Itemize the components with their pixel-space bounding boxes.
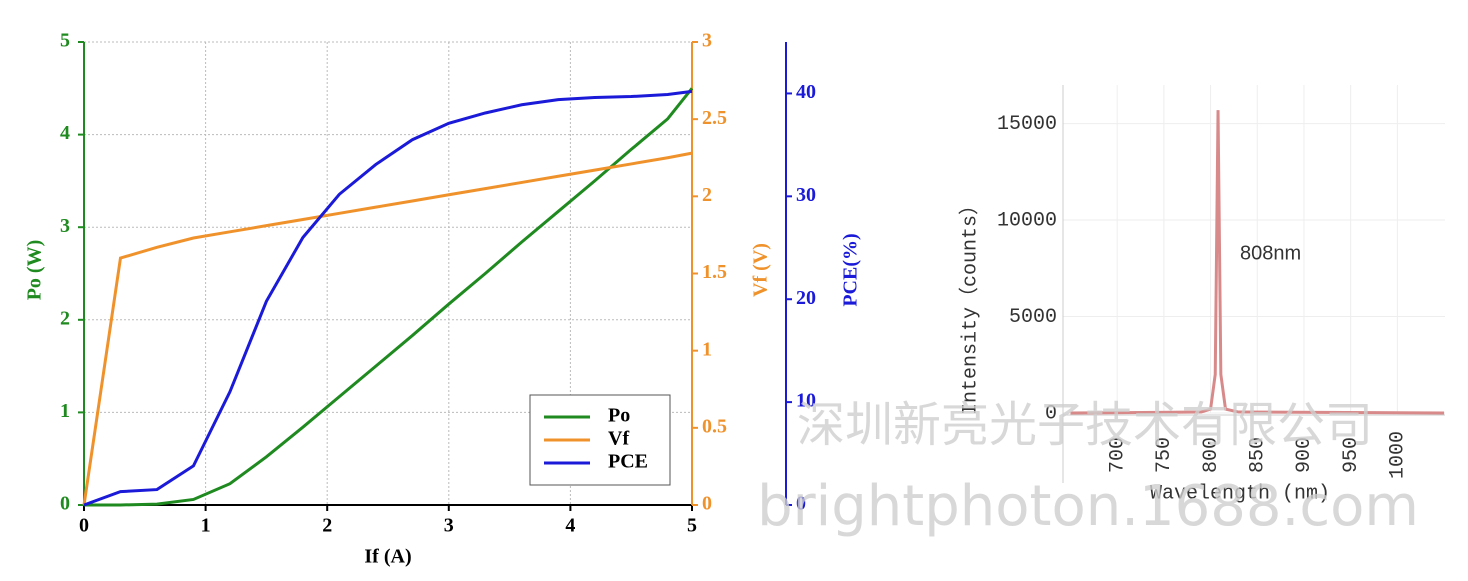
series-line — [82, 151, 693, 506]
x-tick-label: 850 — [1247, 437, 1270, 473]
y3-axis-label: PCE(%) — [840, 233, 862, 306]
x-tick-label: 1000 — [1387, 431, 1410, 479]
x-tick-label: 750 — [1153, 437, 1176, 473]
y-tick-label: 0 — [60, 493, 70, 515]
x-axis-label: If (A) — [364, 546, 411, 568]
y-tick-label: 10000 — [997, 209, 1057, 232]
y-tick-label: 2 — [60, 307, 70, 329]
y-axis-label: Intensity（counts） — [957, 195, 982, 415]
x-tick-label: 800 — [1200, 437, 1223, 473]
plot-frame — [83, 41, 693, 506]
watermark-company: 深圳新亮光子技术有限公司 — [797, 397, 1373, 453]
x-tick-label: 2 — [322, 515, 332, 537]
x-tick-label: 1 — [201, 515, 211, 537]
y3-tick-label: 10 — [796, 390, 816, 412]
y-axis-label: Po (W) — [24, 240, 46, 301]
annotation: 808nm — [1240, 242, 1301, 264]
y-tick-label: 5 — [60, 30, 70, 52]
legend-label: Vf — [608, 428, 629, 450]
legend-label: Po — [608, 405, 630, 427]
y-tick-label: 4 — [60, 122, 70, 144]
series-line — [83, 89, 693, 507]
y3-tick-label: 30 — [796, 184, 816, 206]
y2-tick-label: 1.5 — [702, 261, 727, 283]
y-tick-label: 0 — [1045, 402, 1057, 425]
chart-spectrum: 0 5000 10000 15000 700 750 800 850 900 950 1000 Wav… — [957, 85, 1445, 505]
series-line — [84, 87, 694, 507]
y2-tick-label: 2.5 — [702, 107, 727, 129]
y2-tick-label: 2 — [702, 184, 712, 206]
y-tick-label: 3 — [60, 215, 70, 237]
y2-tick-label: 3 — [702, 30, 712, 52]
y-tick-label: 1 — [60, 400, 70, 422]
y2-tick-label: 0 — [702, 493, 712, 515]
series-line — [1070, 110, 1445, 415]
y2-tick-label: 1 — [702, 338, 712, 360]
y3-tick-label: 0 — [796, 493, 806, 515]
y3-tick-label: 20 — [796, 287, 816, 309]
x-tick-label: 950 — [1340, 437, 1363, 473]
x-tick-label: 4 — [565, 515, 575, 537]
y2-axis-label: Vf (V) — [750, 243, 772, 297]
y2-tick-label: 0.5 — [702, 415, 727, 437]
x-tick-label: 700 — [1106, 437, 1129, 473]
legend-label: PCE — [608, 451, 648, 473]
x-axis-label: Wavelength (nm) — [1150, 482, 1330, 505]
x-tick-label: 5 — [687, 515, 697, 537]
y-tick-label: 15000 — [997, 113, 1057, 136]
x-tick-label: 900 — [1293, 437, 1316, 473]
watermark: 深圳新亮光子技术有限公司 brightphoton.1688.com — [757, 397, 1419, 539]
x-tick-label: 0 — [79, 515, 89, 537]
watermark-site: brightphoton.1688.com — [757, 474, 1419, 539]
x-tick-label: 3 — [444, 515, 454, 537]
y3-tick-label: 40 — [796, 81, 816, 103]
y-tick-label: 5000 — [1009, 306, 1057, 329]
